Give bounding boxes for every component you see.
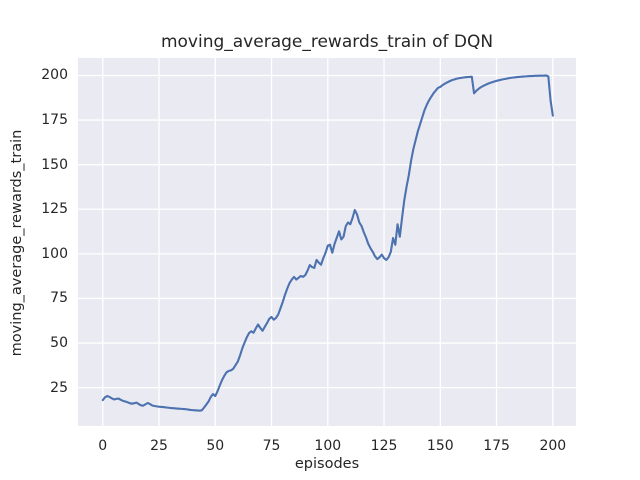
x-tick-label: 0 [98, 438, 108, 454]
line-chart [78, 58, 576, 426]
y-tick-label: 175 [41, 112, 68, 129]
y-tick-label: 100 [41, 245, 68, 262]
y-tick-label: 150 [41, 156, 68, 173]
x-tick-label: 200 [539, 438, 567, 454]
y-tick-label: 25 [50, 379, 68, 396]
y-axis-label: moving_average_rewards_train [9, 129, 25, 357]
chart-title: moving_average_rewards_train of DQN [160, 32, 494, 52]
x-tick-label: 25 [150, 438, 168, 454]
y-tick-label: 75 [50, 290, 68, 307]
x-tick-label: 50 [206, 438, 225, 454]
y-tick-label: 200 [41, 67, 68, 84]
plot-area [78, 58, 576, 426]
y-tick-label: 50 [50, 335, 68, 352]
x-tick-label: 175 [483, 438, 510, 454]
x-tick-label: 75 [262, 438, 281, 454]
x-tick-label: 150 [426, 438, 454, 454]
x-tick-label: 125 [370, 438, 398, 454]
line-series [101, 74, 554, 412]
y-tick-label: 125 [41, 201, 68, 218]
x-axis-label: episodes [294, 456, 360, 472]
x-tick-label: 100 [314, 438, 342, 454]
gridlines [78, 58, 576, 426]
